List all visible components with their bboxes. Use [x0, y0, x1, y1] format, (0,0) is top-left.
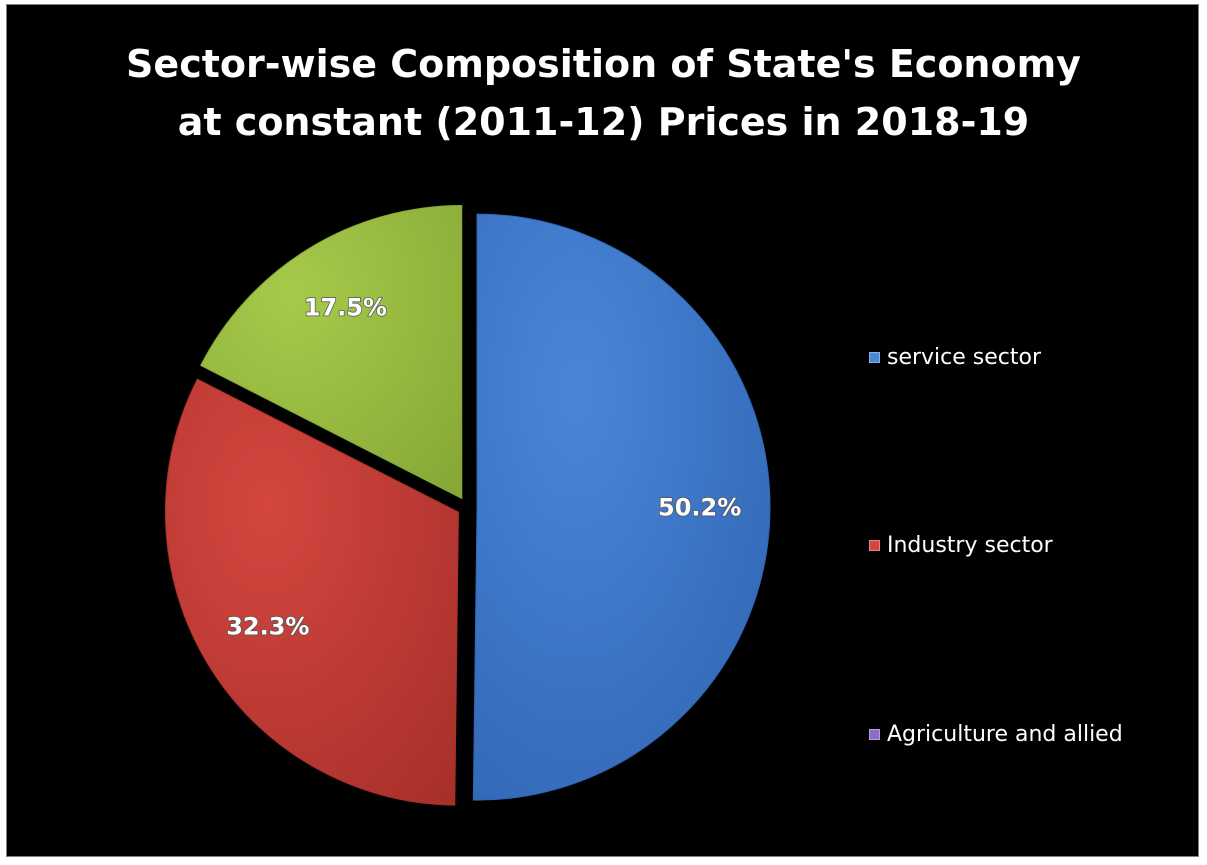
- chart-title: Sector-wise Composition of State's Econo…: [7, 35, 1200, 151]
- legend-swatch-agriculture: [869, 729, 880, 740]
- chart-title-line-1: Sector-wise Composition of State's Econo…: [126, 42, 1081, 86]
- legend-swatch-service: [869, 352, 880, 363]
- chart-title-line-2: at constant (2011-12) Prices in 2018-19: [177, 100, 1030, 144]
- legend-item-industry: Industry sector: [869, 533, 1053, 558]
- pie-slice-industry: [164, 378, 459, 806]
- legend-item-service: service sector: [869, 345, 1041, 370]
- legend-swatch-industry: [869, 540, 880, 551]
- data-label-agriculture: 17.5%: [304, 294, 387, 322]
- legend-label-service: service sector: [887, 345, 1042, 370]
- pie-chart: 50.2% 32.3% 17.5%: [164, 204, 771, 806]
- data-label-industry: 32.3%: [226, 612, 309, 640]
- chart-area: Sector-wise Composition of State's Econo…: [6, 4, 1199, 857]
- pie-slice-agriculture: [200, 204, 463, 500]
- legend-label-industry: Industry sector: [887, 533, 1053, 558]
- data-label-service: 50.2%: [658, 493, 741, 521]
- pie-slice-service: [472, 213, 771, 801]
- legend-label-agriculture: Agriculture and allied: [887, 722, 1123, 747]
- legend-item-agriculture: Agriculture and allied: [869, 722, 1123, 747]
